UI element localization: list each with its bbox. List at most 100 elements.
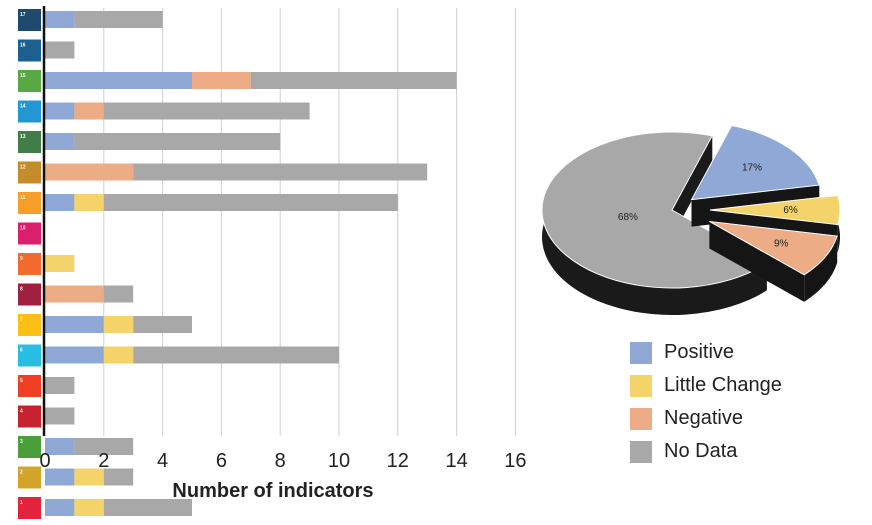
bar-goal-5-no-data [45, 377, 75, 394]
bar-goal-14-positive [45, 102, 75, 120]
bar-goal-12-no-data [133, 163, 428, 181]
bar-goal-17-no-data [74, 11, 163, 28]
legend-item-positive: Positive [630, 336, 782, 369]
bar-goal-1-no-data [103, 499, 192, 516]
sdg-goal-17-icon [18, 9, 41, 31]
bar-goal-4-no-data [45, 407, 75, 425]
legend-item-no-data: No Data [630, 435, 782, 468]
sdg-goal-7-icon-label: 7 [20, 317, 23, 323]
legend-item-negative: Negative [630, 402, 782, 435]
legend-label-little-change: Little Change [664, 374, 782, 396]
sdg-goal-6-icon-label: 6 [20, 348, 23, 354]
sdg-goal-1-icon-label: 1 [20, 500, 23, 506]
sdg-goal-3-icon [18, 436, 41, 458]
sdg-goal-13-icon [18, 131, 41, 153]
x-tick-label-10: 10 [328, 450, 350, 472]
bar-goal-13-positive [45, 133, 75, 150]
bar-goal-15-no-data [250, 72, 457, 89]
pie-label-no-data: 68% [618, 212, 638, 223]
sdg-goal-15-icon-label: 15 [20, 73, 26, 79]
bar-goal-15-negative [192, 72, 251, 89]
bar-goal-7-positive [45, 316, 104, 333]
sdg-goal-10-icon-label: 10 [20, 226, 26, 232]
legend-label-negative: Negative [664, 407, 743, 429]
sdg-goal-9-icon [18, 253, 41, 275]
sdg-goal-8-icon-label: 8 [20, 287, 23, 293]
bar-goal-7-no-data [133, 316, 192, 333]
x-tick-label-16: 16 [504, 450, 526, 472]
bar-goal-14-no-data [103, 102, 310, 120]
bar-goal-8-no-data [103, 285, 134, 303]
x-axis: 0 2 4 6 8 10 12 14 16 [39, 6, 527, 472]
bar-goal-16-no-data [45, 41, 75, 59]
bar-goal-1-positive [45, 499, 75, 516]
pie-chart: 17% 6% 9% 68% [541, 124, 841, 316]
bar-goal-2-positive [45, 468, 75, 486]
legend-swatch-little-change [630, 374, 652, 397]
x-tick-label-8: 8 [275, 450, 286, 472]
bar-goal-13-no-data [74, 133, 281, 150]
sdg-goal-14-icon-label: 14 [20, 104, 26, 110]
sdg-goal-7-icon [18, 314, 41, 336]
legend-swatch-positive [630, 341, 652, 364]
pie-side-end-negative [709, 221, 805, 302]
bar-goal-17-positive [45, 11, 75, 28]
pie-slice-little-change [709, 194, 841, 226]
x-tick-label-6: 6 [216, 450, 227, 472]
x-axis-title: Number of indicators [172, 480, 373, 502]
bar-goal-11-no-data [103, 194, 398, 211]
legend: Positive Little Change Negative No Data [630, 336, 782, 468]
sdg-goal-11-icon [18, 192, 41, 214]
pie-slice-positive [690, 124, 820, 201]
x-tick-label-12: 12 [387, 450, 409, 472]
bar-goal-3-positive [45, 438, 75, 455]
bar-goal-2-little-change [74, 468, 104, 486]
bar-goal-1-little-change [74, 499, 104, 516]
sdg-goal-14-icon [18, 100, 41, 123]
bar-chart [45, 11, 457, 516]
x-tick-label-2: 2 [98, 450, 109, 472]
bar-goal-11-little-change [74, 194, 104, 211]
sdg-goal-12-icon [18, 161, 41, 184]
bar-goal-11-positive [45, 194, 75, 211]
bar-goal-12-negative [45, 163, 134, 181]
pie-label-negative: 9% [774, 238, 789, 249]
sdg-goal-11-icon-label: 11 [20, 195, 26, 201]
sdg-goal-2-icon-label: 2 [20, 470, 23, 476]
sdg-goal-8-icon [18, 283, 41, 306]
sdg-goal-9-icon-label: 9 [20, 256, 23, 262]
sdg-goal-16-icon-label: 16 [20, 43, 26, 49]
sdg-goal-12-icon-label: 12 [20, 165, 26, 171]
x-tick-label-0: 0 [39, 450, 50, 472]
legend-swatch-no-data [630, 440, 652, 463]
bar-goal-3-no-data [74, 438, 134, 455]
bar-goal-6-little-change [103, 346, 134, 364]
legend-swatch-negative [630, 407, 652, 430]
sdg-goal-10-icon [18, 222, 41, 245]
sdg-goal-13-icon-label: 13 [20, 134, 26, 140]
sdg-goal-16-icon [18, 39, 41, 62]
bar-goal-6-positive [45, 346, 104, 364]
sdg-goal-6-icon [18, 344, 41, 367]
bar-goal-8-negative [45, 285, 104, 303]
sdg-goal-5-icon-label: 5 [20, 378, 23, 384]
sdg-goal-3-icon-label: 3 [20, 439, 23, 445]
bar-goal-9-little-change [45, 255, 75, 272]
sdg-goal-2-icon [18, 466, 41, 489]
legend-item-little-change: Little Change [630, 369, 782, 402]
pie-label-positive: 17% [742, 163, 762, 174]
sdg-goal-1-icon [18, 497, 41, 519]
x-tick-label-4: 4 [157, 450, 168, 472]
legend-label-positive: Positive [664, 341, 735, 363]
sdg-goal-5-icon [18, 375, 41, 397]
pie-label-little-change: 6% [783, 205, 798, 216]
legend-label-no-data: No Data [664, 440, 738, 462]
sdg-icon-column: 17 16 15 14 13 12 11 10 9 8 7 6 5 4 3 2 1 [18, 9, 41, 519]
x-tick-label-14: 14 [445, 450, 467, 472]
sdg-goal-15-icon [18, 70, 41, 92]
bar-goal-2-no-data [103, 468, 134, 486]
pie-edge-no-data [542, 132, 767, 316]
sdg-goal-4-icon-label: 4 [20, 409, 23, 415]
sdg-goal-17-icon-label: 17 [20, 12, 26, 18]
